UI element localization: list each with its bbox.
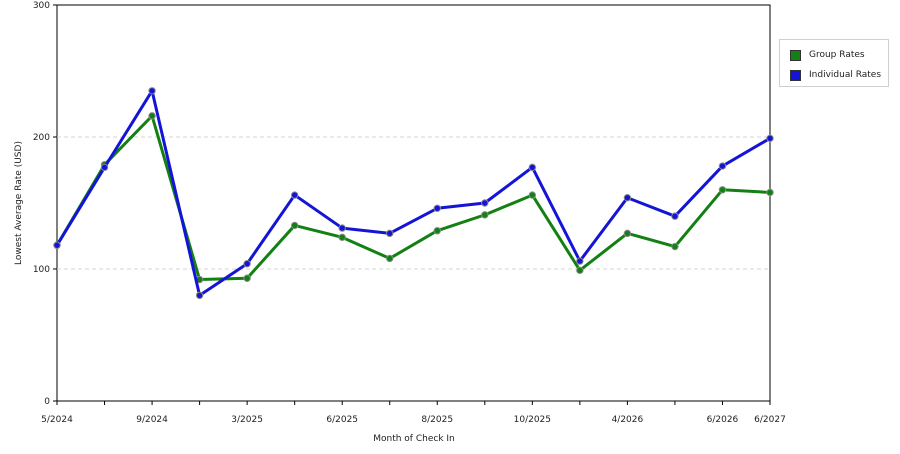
x-tick-label: 8/2025 — [421, 415, 453, 425]
y-axis: 0 100 200 300 — [33, 1, 57, 407]
legend-item-group-rates: Group Rates — [790, 48, 865, 62]
data-point-group-rates — [290, 221, 299, 230]
y-tick-label: 0 — [44, 397, 50, 407]
legend-label-individual-rates: Individual Rates — [809, 70, 882, 80]
x-tick-label: 6/2027 — [754, 415, 786, 425]
data-point-individual-rates — [53, 241, 61, 249]
x-tick-label: 5/2024 — [41, 415, 73, 425]
data-point-group-rates — [576, 266, 584, 275]
x-tick-label: 9/2024 — [136, 415, 168, 425]
data-point-individual-rates — [338, 224, 346, 232]
data-point-individual-rates — [481, 199, 489, 207]
x-tick-label: 6/2026 — [707, 415, 739, 425]
data-point-individual-rates — [243, 260, 251, 268]
data-point-group-rates — [338, 233, 346, 242]
data-point-individual-rates — [718, 162, 727, 170]
data-point-individual-rates — [148, 87, 156, 95]
plot-area — [56, 4, 771, 402]
legend: Group Rates Individual Rates — [779, 39, 889, 87]
y-axis-label: Lowest Average Rate (USD) — [14, 141, 24, 265]
y-tick-label: 100 — [33, 265, 50, 275]
data-point-group-rates — [623, 229, 632, 238]
data-point-group-rates — [433, 227, 441, 235]
data-point-individual-rates — [576, 257, 584, 265]
x-tick-label: 3/2025 — [231, 415, 263, 425]
series-layer — [53, 87, 774, 300]
data-point-individual-rates — [528, 163, 537, 172]
series-line-individual-rates — [55, 89, 771, 297]
x-tick-label: 6/2025 — [326, 415, 358, 425]
data-point-group-rates — [718, 186, 727, 194]
data-point-individual-rates — [623, 194, 632, 202]
data-point-group-rates — [148, 112, 156, 120]
data-point-individual-rates — [386, 229, 394, 238]
x-axis: 5/2024 9/2024 3/2025 6/2025 8/2025 10/2025 4/2… — [41, 401, 786, 425]
legend-swatch-group-rates — [790, 49, 801, 61]
data-point-group-rates — [766, 188, 774, 197]
legend-swatch-individual-rates — [790, 69, 801, 81]
x-axis-label: Month of Check In — [373, 434, 455, 444]
data-point-group-rates — [528, 191, 537, 199]
y-tick-label: 200 — [33, 133, 50, 143]
legend-label-group-rates: Group Rates — [809, 50, 865, 60]
y-tick-label: 300 — [33, 1, 50, 11]
x-tick-label: 4/2026 — [612, 415, 644, 425]
data-point-individual-rates — [766, 134, 774, 143]
data-point-group-rates — [671, 242, 679, 251]
data-point-individual-rates — [195, 291, 204, 300]
x-tick-label: 10/2025 — [514, 415, 551, 425]
data-point-individual-rates — [290, 191, 299, 199]
legend-item-individual-rates: Individual Rates — [790, 68, 881, 82]
data-point-group-rates — [243, 274, 251, 282]
data-point-individual-rates — [671, 212, 679, 220]
data-point-individual-rates — [100, 163, 109, 172]
data-point-group-rates — [481, 211, 489, 219]
data-point-individual-rates — [433, 204, 441, 212]
data-point-group-rates — [386, 254, 394, 263]
